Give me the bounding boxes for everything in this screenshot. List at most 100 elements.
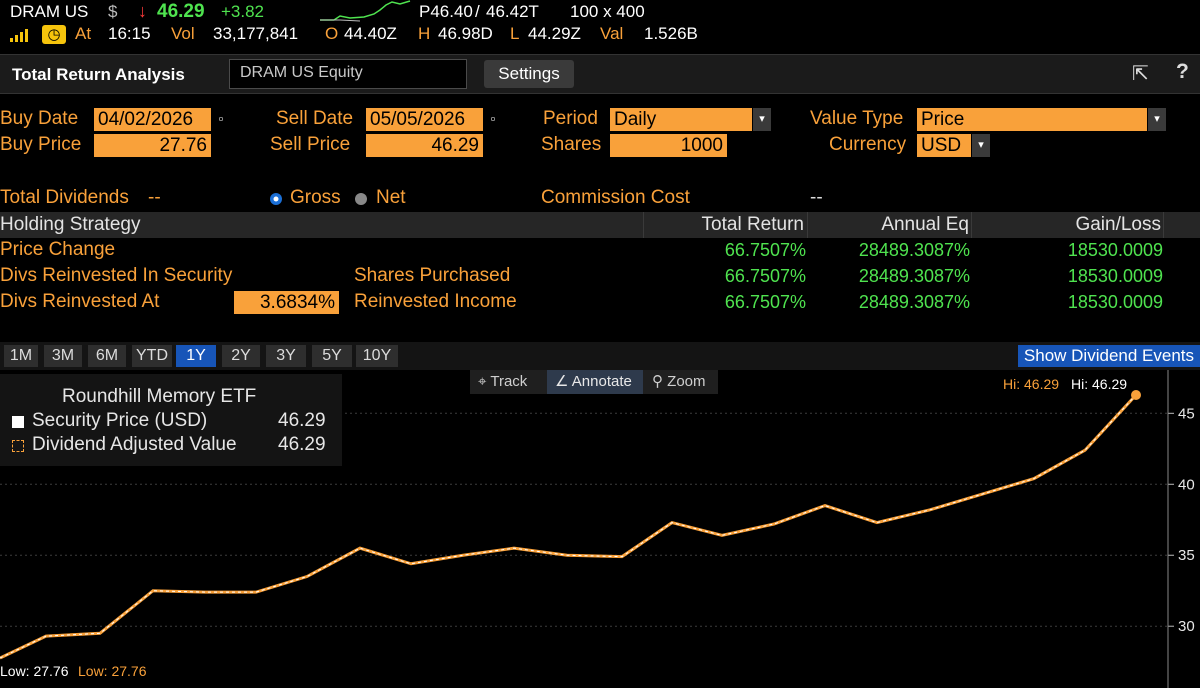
low-label: L xyxy=(510,24,520,43)
buy-date-input[interactable]: 04/02/2026 xyxy=(94,108,211,131)
y-tick-label: 40 xyxy=(1178,476,1195,493)
title-bar: Total Return Analysis DRAM US Equity Set… xyxy=(0,54,1200,94)
show-dividend-events-button[interactable]: Show Dividend Events xyxy=(1017,345,1200,367)
bid-price: P46.40 xyxy=(419,2,473,21)
period-label: Period xyxy=(543,108,598,129)
delay-clock-icon[interactable]: ◷ xyxy=(42,25,66,44)
gross-label[interactable]: Gross xyxy=(290,187,341,208)
chart-toolbar: ⌖ Track ∠ Annotate ⚲ Zoom xyxy=(470,370,718,394)
high-label-adjusted: Hi: 46.29 xyxy=(1003,376,1060,392)
row-sub-label: Reinvested Income xyxy=(354,291,517,312)
period-1m-button[interactable]: 1M xyxy=(4,345,38,367)
track-label: Track xyxy=(490,373,528,390)
buy-price-input[interactable]: 27.76 xyxy=(94,134,211,157)
legend-series1-label: Security Price (USD) xyxy=(32,410,208,431)
buy-date-calendar-icon[interactable]: ▫ xyxy=(218,111,224,126)
zoom-label: Zoom xyxy=(667,373,706,390)
commission-value[interactable]: -- xyxy=(810,187,823,208)
period-bar: 1M 3M 6M YTD 1Y 2Y 3Y 5Y 10Y Show Divide… xyxy=(0,342,1200,370)
at-label: At xyxy=(75,24,92,43)
legend-title: Roundhill Memory ETF xyxy=(62,386,257,407)
volume-value: 33,177,841 xyxy=(213,24,299,43)
value-type-label: Value Type xyxy=(810,108,904,129)
period-select[interactable]: Daily xyxy=(610,108,752,131)
page-title: Total Return Analysis xyxy=(12,65,185,84)
period-10y-button[interactable]: 10Y xyxy=(356,345,398,367)
gross-radio[interactable] xyxy=(269,192,283,206)
results-table: Price Change 66.7507% 28489.3087% 18530.… xyxy=(0,238,1200,340)
value-type-select[interactable]: Price xyxy=(917,108,1147,131)
last-point-marker xyxy=(1131,390,1141,400)
row-label: Divs Reinvested In Security xyxy=(0,265,233,286)
value-type-dropdown-icon[interactable]: ▾ xyxy=(1148,108,1166,131)
gain-loss-cell: 18530.0009 xyxy=(1067,266,1163,286)
period-ytd-button[interactable]: YTD xyxy=(132,345,172,367)
period-3m-button[interactable]: 3M xyxy=(44,345,82,367)
col-annual-eq: Annual Eq xyxy=(881,214,969,235)
period-1y-button[interactable]: 1Y xyxy=(176,345,216,367)
open-value: 44.40Z xyxy=(344,24,397,43)
help-icon[interactable]: ? xyxy=(1176,60,1189,83)
table-header: Holding Strategy Total Return Annual Eq … xyxy=(0,212,1200,238)
currency-dropdown-icon[interactable]: ▾ xyxy=(972,134,990,157)
zoom-tool[interactable]: ⚲ Zoom xyxy=(646,370,718,394)
chart-legend: Roundhill Memory ETF Security Price (USD… xyxy=(0,374,342,466)
sparkline-icon xyxy=(320,0,411,22)
currency-select[interactable]: USD xyxy=(917,134,971,157)
sell-date-label: Sell Date xyxy=(276,108,354,129)
bid-ask-separator: / xyxy=(475,2,480,21)
sell-price-input[interactable]: 46.29 xyxy=(366,134,483,157)
ticker[interactable]: DRAM US xyxy=(10,2,89,21)
total-return-cell: 66.7507% xyxy=(724,292,806,312)
annual-eq-cell: 28489.3087% xyxy=(858,292,970,312)
total-return-cell: 66.7507% xyxy=(724,266,806,286)
down-arrow-icon: ↓ xyxy=(138,1,147,21)
dividend-adjusted-swatch-icon xyxy=(12,440,24,452)
zoom-icon: ⚲ xyxy=(652,373,663,390)
high-value: 46.98D xyxy=(438,24,493,43)
last-price: 46.29 xyxy=(157,1,205,22)
col-holding-strategy: Holding Strategy xyxy=(0,214,141,235)
net-change: +3.82 xyxy=(221,2,265,21)
row-label: Divs Reinvested At xyxy=(0,291,160,312)
low-value: 44.29Z xyxy=(528,24,581,43)
period-3y-button[interactable]: 3Y xyxy=(266,345,306,367)
currency-symbol: $ xyxy=(108,2,118,21)
export-icon[interactable]: ⇱ xyxy=(1132,63,1149,85)
col-total-return: Total Return xyxy=(701,214,804,235)
period-6m-button[interactable]: 6M xyxy=(88,345,126,367)
sell-date-input[interactable]: 05/05/2026 xyxy=(366,108,483,131)
total-dividends-value: -- xyxy=(148,187,161,208)
shares-input[interactable]: 1000 xyxy=(610,134,727,157)
y-tick-label: 45 xyxy=(1178,405,1195,422)
sell-price-label: Sell Price xyxy=(270,134,351,155)
buy-price-label: Buy Price xyxy=(0,134,82,155)
period-5y-button[interactable]: 5Y xyxy=(312,345,352,367)
annual-eq-cell: 28489.3087% xyxy=(858,240,970,260)
quote-time: 16:15 xyxy=(108,24,151,43)
annotate-tool[interactable]: ∠ Annotate xyxy=(547,370,643,394)
low-label-adjusted: Low: 27.76 xyxy=(78,663,147,679)
total-dividends-label: Total Dividends xyxy=(0,187,129,208)
gain-loss-cell: 18530.0009 xyxy=(1067,240,1163,260)
y-tick-label: 35 xyxy=(1178,547,1195,564)
sell-date-calendar-icon[interactable]: ▫ xyxy=(490,111,496,126)
row-sub-label: Shares Purchased xyxy=(354,265,511,286)
value-traded: 1.526B xyxy=(644,24,698,43)
period-dropdown-icon[interactable]: ▾ xyxy=(753,108,771,131)
settings-button[interactable]: Settings xyxy=(484,60,574,88)
period-2y-button[interactable]: 2Y xyxy=(222,345,260,367)
security-price-line xyxy=(0,394,1137,659)
buy-date-label: Buy Date xyxy=(0,108,79,129)
annotate-label: Annotate xyxy=(571,373,632,390)
pencil-icon: ∠ xyxy=(555,373,569,390)
annual-eq-cell: 28489.3087% xyxy=(858,266,970,286)
reinvest-rate-input[interactable]: 3.6834% xyxy=(234,291,339,314)
track-tool[interactable]: ⌖ Track xyxy=(470,370,546,394)
price-chart[interactable]: 30 35 40 45 xyxy=(0,370,1200,688)
currency-label: Currency xyxy=(829,134,907,155)
net-label[interactable]: Net xyxy=(376,187,406,208)
security-input[interactable]: DRAM US Equity xyxy=(229,59,467,89)
y-tick-label: 30 xyxy=(1178,618,1195,635)
net-radio[interactable] xyxy=(354,192,368,206)
